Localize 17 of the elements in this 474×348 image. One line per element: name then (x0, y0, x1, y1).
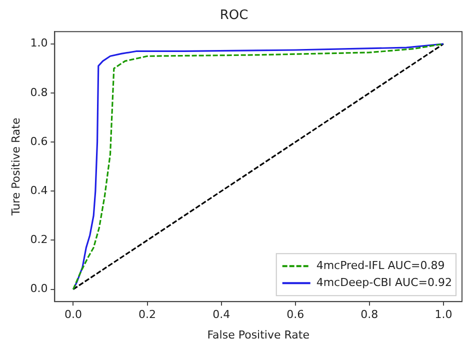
y-tick-label: 0.8 (30, 86, 48, 99)
y-tick-label: 0.6 (30, 134, 48, 148)
x-tick-label: 0.6 (286, 308, 304, 322)
chart-title: ROC (220, 8, 248, 24)
y-tick-label: 0.2 (30, 233, 48, 246)
x-tick-label: 0.4 (212, 308, 230, 322)
x-tick-label: 1.0 (434, 308, 452, 322)
x-axis-title: False Positive Rate (207, 328, 310, 342)
legend-label: 4mcDeep-CBI AUC=0.92 (316, 276, 452, 289)
x-tick-label: 0.0 (64, 308, 82, 322)
y-axis-title: Ture Positive Rate (9, 118, 22, 216)
x-tick-label: 0.2 (138, 308, 156, 322)
y-tick-label: 0.0 (30, 282, 48, 296)
legend-label: 4mcPred-IFL AUC=0.89 (316, 258, 445, 272)
y-tick-label: 0.4 (30, 184, 48, 198)
y-tick-label: 1.0 (30, 36, 48, 50)
x-tick-label: 0.8 (360, 308, 378, 322)
